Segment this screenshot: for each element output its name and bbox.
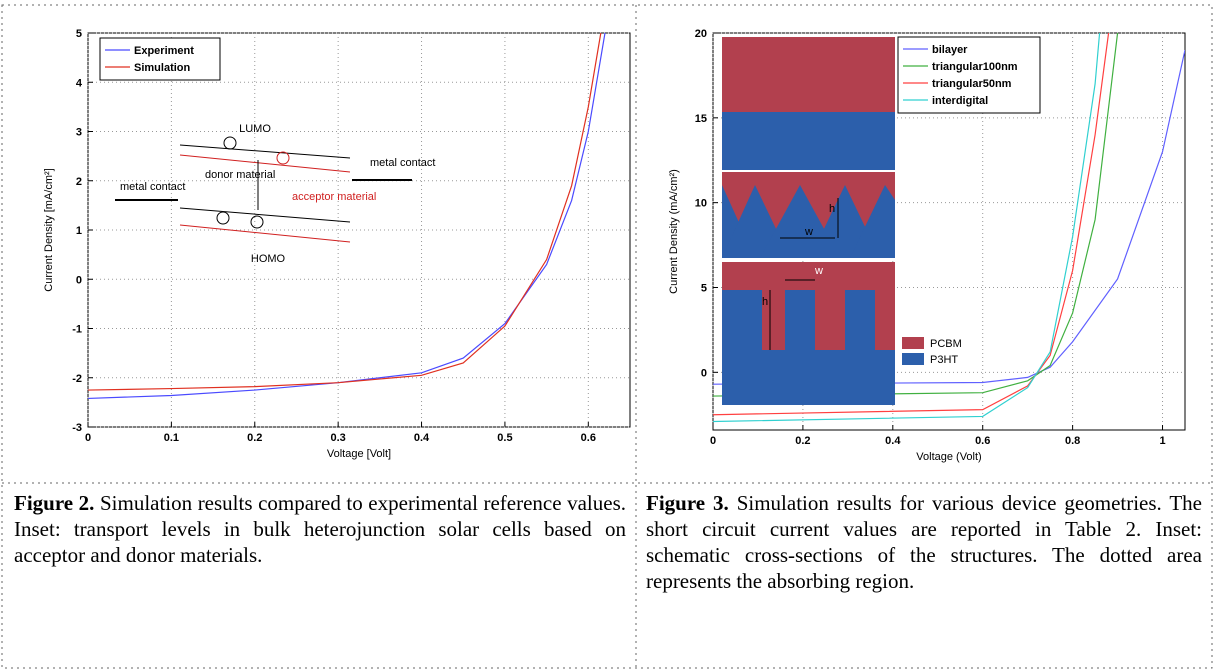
y-tick-label: 1: [76, 225, 82, 237]
caption-text: Simulation results compared to experimen…: [14, 491, 626, 567]
series-line: [88, 33, 606, 400]
x-tick-label: 0.4: [885, 435, 901, 447]
y-tick-label: 10: [695, 198, 707, 210]
legend-label: triangular100nm: [932, 61, 1018, 73]
annotation: HOMO: [251, 253, 286, 265]
legend-label: triangular50nm: [932, 78, 1012, 90]
x-axis-label: Voltage [Volt]: [327, 448, 391, 460]
annotation: metal contact: [370, 157, 435, 169]
y-tick-label: -3: [72, 422, 82, 434]
y-axis-label: Current Density [mA/cm²]: [43, 168, 55, 291]
annotation: P3HT: [930, 354, 958, 366]
y-tick-label: -1: [72, 324, 82, 336]
legend-label: bilayer: [932, 44, 968, 56]
caption: Figure 3. Simulation results for various…: [646, 490, 1202, 594]
caption-label: Figure 3.: [646, 491, 729, 515]
annotation: w: [814, 265, 823, 277]
series-line: [713, 33, 1119, 397]
x-tick-label: 1: [1159, 435, 1165, 447]
x-axis-label: Voltage (Volt): [916, 451, 981, 463]
x-tick-label: 0.6: [975, 435, 990, 447]
y-axis-label: Current Density (mA/cm²): [668, 169, 680, 294]
y-tick-label: 20: [695, 28, 707, 40]
legend-label: Experiment: [134, 45, 194, 57]
series-line: [713, 33, 1101, 423]
inset-left: LUMO HOMO metal contact donor material a…: [115, 123, 435, 265]
x-tick-label: 0.8: [1065, 435, 1080, 447]
x-tick-label: 0.5: [497, 432, 512, 444]
y-tick-label: 0: [701, 367, 707, 379]
y-tick-label: -2: [72, 373, 82, 385]
series-line: [713, 33, 1110, 416]
x-tick-label: 0.2: [795, 435, 810, 447]
annotation: metal contact: [120, 181, 185, 193]
y-tick-label: 0: [76, 274, 82, 286]
x-tick-label: 0: [710, 435, 716, 447]
frame: [1, 4, 1213, 669]
x-tick-label: 0.3: [331, 432, 346, 444]
y-tick-label: 2: [76, 176, 82, 188]
y-tick-label: 3: [76, 127, 82, 139]
x-tick-label: 0.2: [247, 432, 262, 444]
annotation: w: [804, 226, 813, 238]
series-line: [88, 33, 602, 391]
caption-label: Figure 2.: [14, 491, 95, 515]
x-tick-label: 0.6: [581, 432, 596, 444]
annotation: h: [829, 203, 835, 215]
x-tick-label: 0: [85, 432, 91, 444]
annotation: LUMO: [239, 123, 271, 135]
inset-right: h w h w PCBM P3HT: [722, 37, 962, 405]
y-tick-label: 4: [76, 77, 83, 89]
legend-box: [99, 37, 221, 81]
caption-text: Simulation results for various device ge…: [646, 491, 1202, 593]
caption: Figure 2. Simulation results compared to…: [14, 490, 626, 568]
legend-label: Simulation: [134, 62, 191, 74]
x-tick-label: 0.4: [414, 432, 430, 444]
legend-label: interdigital: [932, 95, 988, 107]
plot-area: [87, 32, 631, 428]
y-tick-label: 5: [701, 282, 707, 294]
series-line: [713, 49, 1185, 385]
x-tick-label: 0.1: [164, 432, 179, 444]
annotation: h: [762, 296, 768, 308]
annotation: donor material: [205, 169, 275, 181]
y-tick-label: 15: [695, 113, 707, 125]
y-tick-label: 5: [76, 28, 82, 40]
annotation: PCBM: [930, 338, 962, 350]
annotation: acceptor material: [292, 191, 376, 203]
